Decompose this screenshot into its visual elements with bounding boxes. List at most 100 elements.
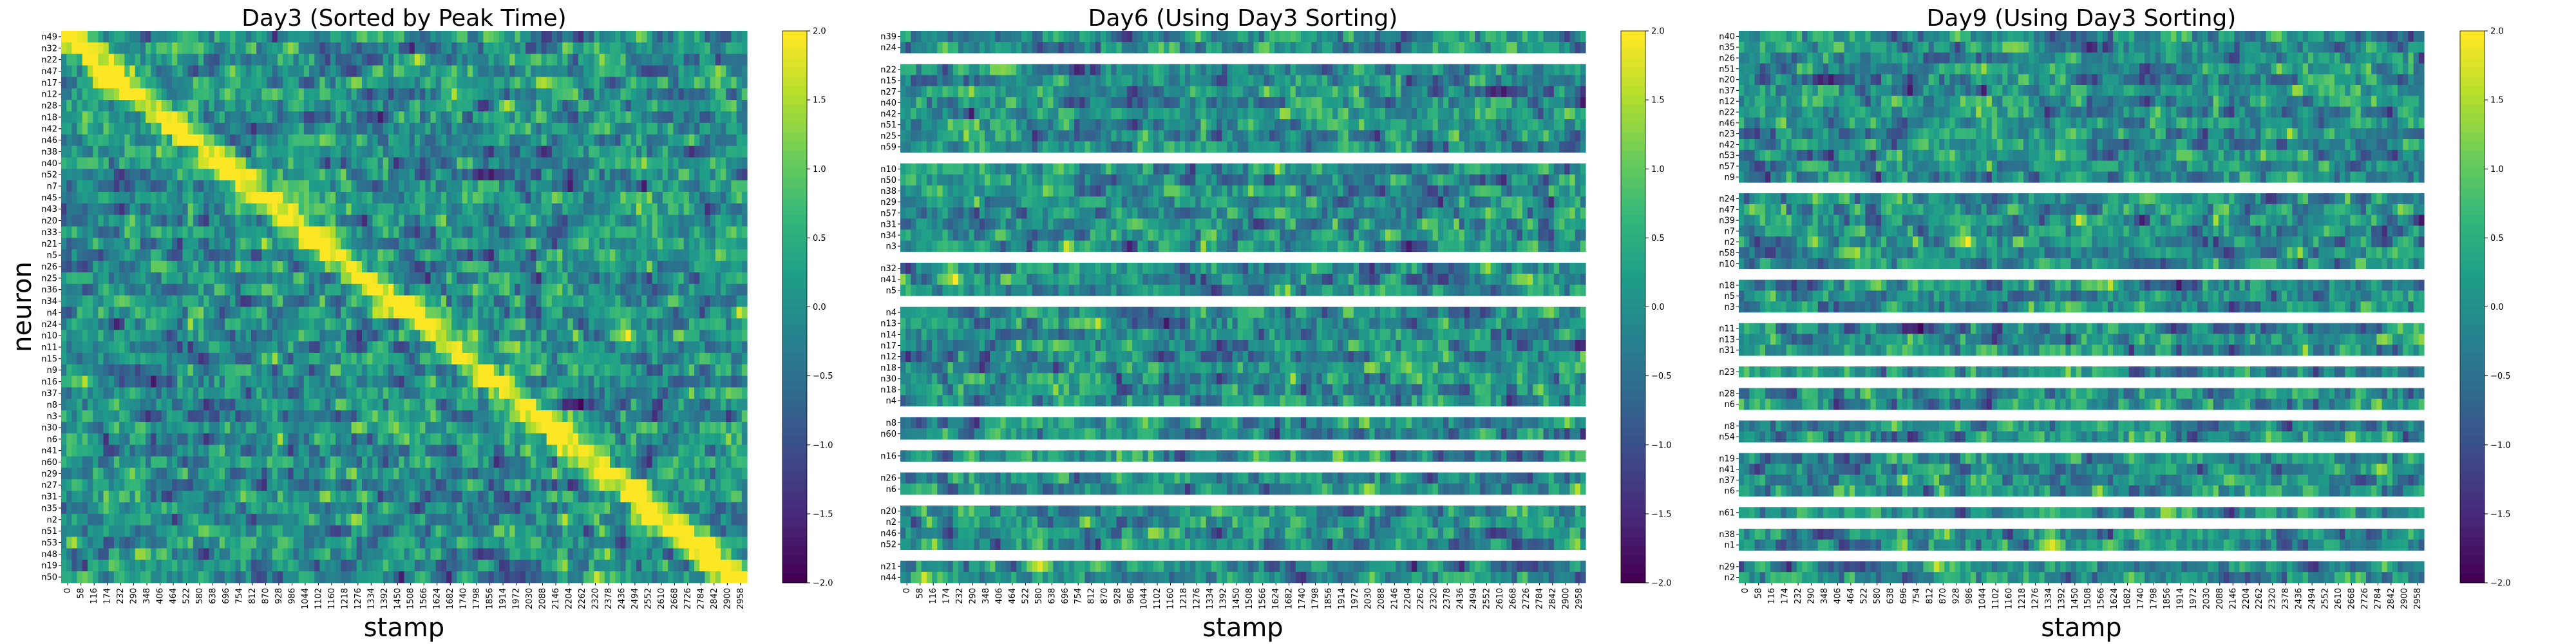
y-tick-label: n5 bbox=[46, 251, 57, 261]
x-tick-label: 2784 bbox=[2373, 588, 2383, 609]
x-tick-label: 2436 bbox=[1456, 588, 1466, 609]
y-tick-label: n21 bbox=[41, 240, 57, 249]
x-tick-label: 2262 bbox=[2255, 588, 2264, 609]
colorbar-tick-label: −2.0 bbox=[1651, 579, 1672, 589]
y-tick-label: n3 bbox=[46, 412, 57, 422]
y-tick-label: n10 bbox=[880, 165, 896, 175]
y-tick-label: n38 bbox=[1719, 530, 1735, 540]
x-tick-label: 2088 bbox=[538, 588, 548, 609]
x-tick-label: 2436 bbox=[617, 588, 627, 609]
x-tick-label: 638 bbox=[1047, 588, 1057, 604]
x-tick-label: 2030 bbox=[525, 588, 535, 609]
y-tick-label: n42 bbox=[880, 109, 896, 119]
x-tick-label: 1798 bbox=[1311, 588, 1321, 609]
x-tick-label: 58 bbox=[916, 588, 925, 599]
x-tick-label: 1450 bbox=[2070, 588, 2080, 609]
x-tick-label: 2494 bbox=[1469, 588, 1479, 609]
x-tick-label: 522 bbox=[1021, 588, 1030, 604]
y-tick-label: n31 bbox=[880, 220, 896, 229]
x-tick-label: 1334 bbox=[2044, 588, 2054, 609]
x-tick-label: 464 bbox=[1846, 588, 1856, 604]
colorbar-tick-label: 0.5 bbox=[2490, 234, 2504, 243]
x-tick-label: 406 bbox=[156, 588, 166, 604]
colorbar-tick-label: −0.5 bbox=[813, 372, 833, 381]
x-tick-label: 638 bbox=[209, 588, 218, 604]
x-tick-label: 2436 bbox=[2295, 588, 2304, 609]
colorbar: 2.0 1.5 1.0 0.5 0.0 −0.5 −1.0 −1.5 −2.0 bbox=[1621, 27, 1672, 589]
y-tick-label: n37 bbox=[1719, 476, 1735, 486]
colorbar: 2.0 1.5 1.0 0.5 0.0 −0.5 −1.0 −1.5 −2.0 bbox=[782, 27, 833, 589]
x-tick-label: 1856 bbox=[1324, 588, 1334, 609]
y-tick-label: n40 bbox=[41, 159, 57, 169]
y-tick-label: n25 bbox=[41, 274, 57, 283]
x-tick-label: 870 bbox=[261, 588, 271, 604]
y-tick-label: n57 bbox=[880, 209, 896, 218]
y-tick-label: n7 bbox=[1724, 227, 1735, 236]
y-tick-label: n14 bbox=[880, 330, 896, 340]
x-tick-label: 1682 bbox=[2123, 588, 2133, 609]
y-tick-label: n53 bbox=[41, 538, 57, 548]
x-tick-label: 2958 bbox=[2413, 588, 2423, 609]
x-tick-label: 2262 bbox=[578, 588, 587, 609]
x-tick-label: 2726 bbox=[1522, 588, 1531, 609]
y-tick-label: n6 bbox=[46, 435, 57, 444]
x-tick-label: 348 bbox=[981, 588, 991, 604]
y-tick-label: n11 bbox=[1719, 325, 1735, 334]
x-tick-label: 522 bbox=[182, 588, 192, 604]
y-tick-label: n8 bbox=[1724, 422, 1735, 431]
x-tick-label: 2552 bbox=[643, 588, 653, 609]
y-tick-label: n26 bbox=[880, 474, 896, 484]
colorbar-tick-label: −2.0 bbox=[813, 579, 833, 589]
x-tick-label: 2668 bbox=[1509, 588, 1519, 609]
y-tick-label: n9 bbox=[1724, 173, 1735, 182]
x-tick-label: 1102 bbox=[314, 588, 323, 609]
y-tick-label: n49 bbox=[41, 32, 57, 42]
x-tick-label: 1392 bbox=[380, 588, 390, 609]
x-tick-label: 1334 bbox=[366, 588, 376, 609]
y-tick-label: n8 bbox=[46, 401, 57, 410]
x-tick-label: 2378 bbox=[1443, 588, 1452, 609]
x-tick-label: 2842 bbox=[1548, 588, 1558, 609]
x-tick-label: 928 bbox=[1113, 588, 1123, 604]
x-tick-label: 174 bbox=[1781, 588, 1790, 604]
y-tick-label: n44 bbox=[880, 573, 896, 583]
y-tick-label: n22 bbox=[880, 66, 896, 75]
y-tick-label: n47 bbox=[41, 67, 57, 77]
y-tick-label: n26 bbox=[41, 263, 57, 272]
y-tick-label: n10 bbox=[1719, 260, 1735, 269]
x-tick-label: 1914 bbox=[2176, 588, 2186, 609]
chart-title: Day3 (Sorted by Peak Time) bbox=[242, 5, 566, 32]
x-tick-label: 522 bbox=[1859, 588, 1869, 604]
y-tick-label: n4 bbox=[886, 397, 896, 406]
x-tick-label: 1682 bbox=[1285, 588, 1294, 609]
y-tick-label: n7 bbox=[46, 182, 57, 192]
x-tick-label: 1914 bbox=[498, 588, 508, 609]
x-tick-label: 1160 bbox=[1166, 588, 1176, 609]
y-tick-label: n16 bbox=[41, 377, 57, 387]
x-tick-label: 1044 bbox=[1140, 588, 1150, 609]
x-tick-label: 1682 bbox=[446, 588, 455, 609]
y-tick-label: n40 bbox=[1719, 32, 1735, 42]
y-tick-label: n3 bbox=[886, 242, 896, 252]
x-tick-label: 2088 bbox=[2215, 588, 2225, 609]
y-tick-label: n42 bbox=[41, 124, 57, 134]
x-tick-label: 58 bbox=[77, 588, 86, 599]
y-tick-label: n16 bbox=[880, 451, 896, 461]
x-tick-label: 1972 bbox=[1350, 588, 1360, 609]
y-tick-label: n19 bbox=[41, 562, 57, 571]
y-tick-label: n48 bbox=[41, 550, 57, 560]
heatmap-cells bbox=[900, 31, 1586, 583]
x-tick-label: 1102 bbox=[1153, 588, 1162, 609]
y-tick-label: n15 bbox=[41, 354, 57, 364]
y-tick-label: n35 bbox=[41, 504, 57, 513]
y-tick-label: n30 bbox=[880, 374, 896, 384]
x-tick-label: 2262 bbox=[1416, 588, 1426, 609]
colorbar-tick-label: −1.5 bbox=[1651, 509, 1672, 519]
x-tick-label: 1044 bbox=[1978, 588, 1988, 609]
x-tick-label: 1624 bbox=[2110, 588, 2119, 609]
x-tick-label: 1740 bbox=[2136, 588, 2146, 609]
x-tick-label: 2900 bbox=[723, 588, 732, 609]
y-tick-label: n15 bbox=[880, 77, 896, 86]
x-tick-label: 0 bbox=[63, 588, 73, 593]
y-tick-label: n6 bbox=[1724, 400, 1735, 410]
